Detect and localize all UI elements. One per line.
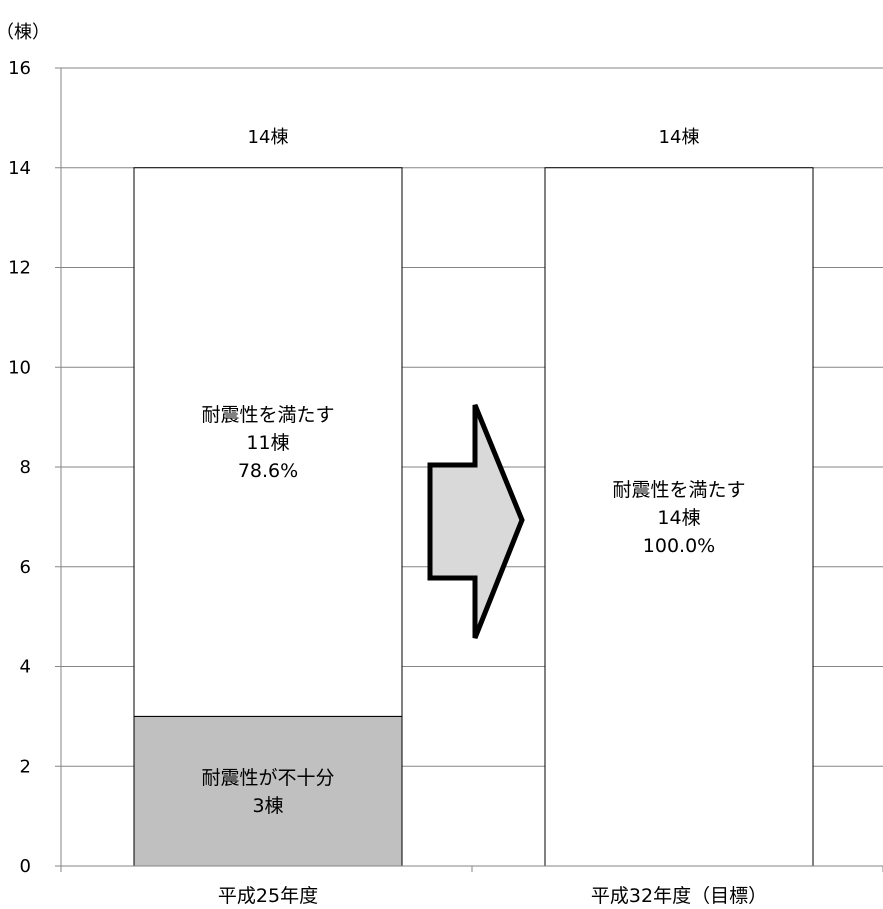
y-tick-label: 8 [20,457,31,478]
right-arrow [427,404,525,639]
segment-labels: 耐震性が不十分 3棟 耐震性を満たす 11棟 78.6% 耐震性を満たす 14棟 100.0% [201,404,745,817]
y-tick-label: 10 [8,357,31,378]
bar-segment [544,167,814,867]
y-tick-label: 4 [20,657,31,678]
segment-label: 耐震性が不十分 [201,767,334,789]
segment-label: 11棟 [246,432,289,454]
y-tick-label: 12 [8,258,31,279]
y-tick-label: 6 [20,557,31,578]
segment-label: 耐震性を満たす [201,404,334,426]
segment-label: 14棟 [657,507,700,529]
bar-segment [133,167,403,717]
bar-total-label: 14棟 [659,127,700,148]
y-axis-unit-label: （棟） [0,22,50,43]
arrow-shape [427,404,525,639]
segment-label: 100.0% [643,535,715,557]
y-tick-label: 2 [20,756,31,777]
segment-label: 78.6% [238,460,298,482]
y-tick-labels: 0 2 4 6 8 10 12 14 16 [8,58,61,877]
bar-total-label: 14棟 [248,127,289,148]
segment-label: 耐震性を満たす [612,479,745,501]
bars [133,167,814,867]
bar-segment [133,715,403,867]
x-category-labels: 平成25年度 平成32年度（目標） [218,885,767,907]
x-category-label: 平成32年度（目標） [591,885,767,907]
x-category-label: 平成25年度 [218,885,318,907]
y-tick-label: 16 [8,58,31,79]
y-tick-label: 14 [8,158,31,179]
bar-total-labels: 14棟 14棟 [248,127,700,148]
y-tick-label: 0 [20,856,31,877]
segment-label: 3棟 [252,795,283,817]
